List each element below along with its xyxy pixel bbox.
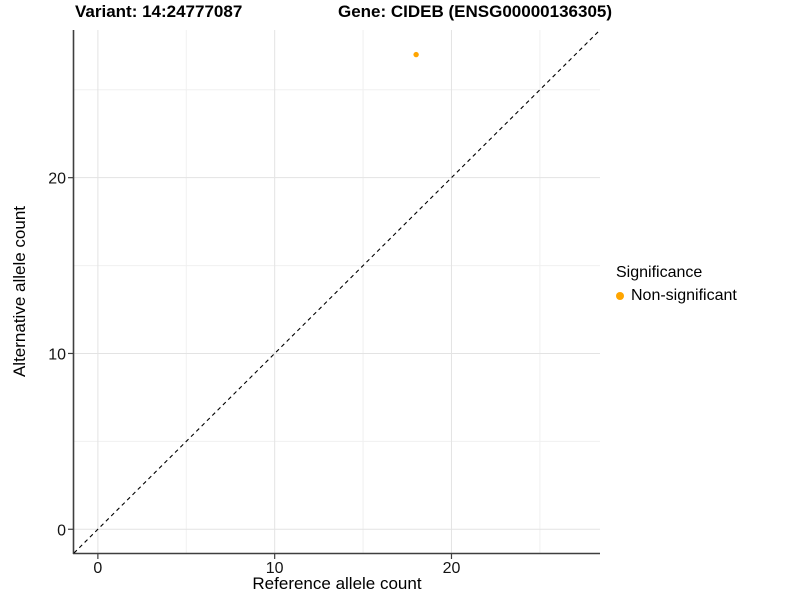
x-tick-label: 20 xyxy=(443,560,461,577)
y-axis-title: Alternative allele count xyxy=(10,205,29,378)
y-tick-label: 20 xyxy=(48,171,66,188)
plot-title-gene: Gene: CIDEB (ENSG00000136305) xyxy=(338,2,613,21)
legend-item-non-significant: Non-significant xyxy=(616,287,737,305)
plot-title-variant: Variant: 14:24777087 xyxy=(75,2,243,21)
legend-point-swatch xyxy=(616,292,624,300)
x-tick-label: 10 xyxy=(266,560,284,577)
y-tick-label: 0 xyxy=(57,522,66,539)
identity-line xyxy=(73,29,601,554)
y-tick-label: 10 xyxy=(48,346,66,363)
x-axis-title: Reference allele count xyxy=(252,574,422,593)
data-point xyxy=(413,51,419,58)
legend: Significance Non-significant xyxy=(616,262,737,305)
legend-title: Significance xyxy=(616,264,703,281)
legend-item-label: Non-significant xyxy=(631,287,737,304)
x-tick-label: 0 xyxy=(93,560,102,577)
